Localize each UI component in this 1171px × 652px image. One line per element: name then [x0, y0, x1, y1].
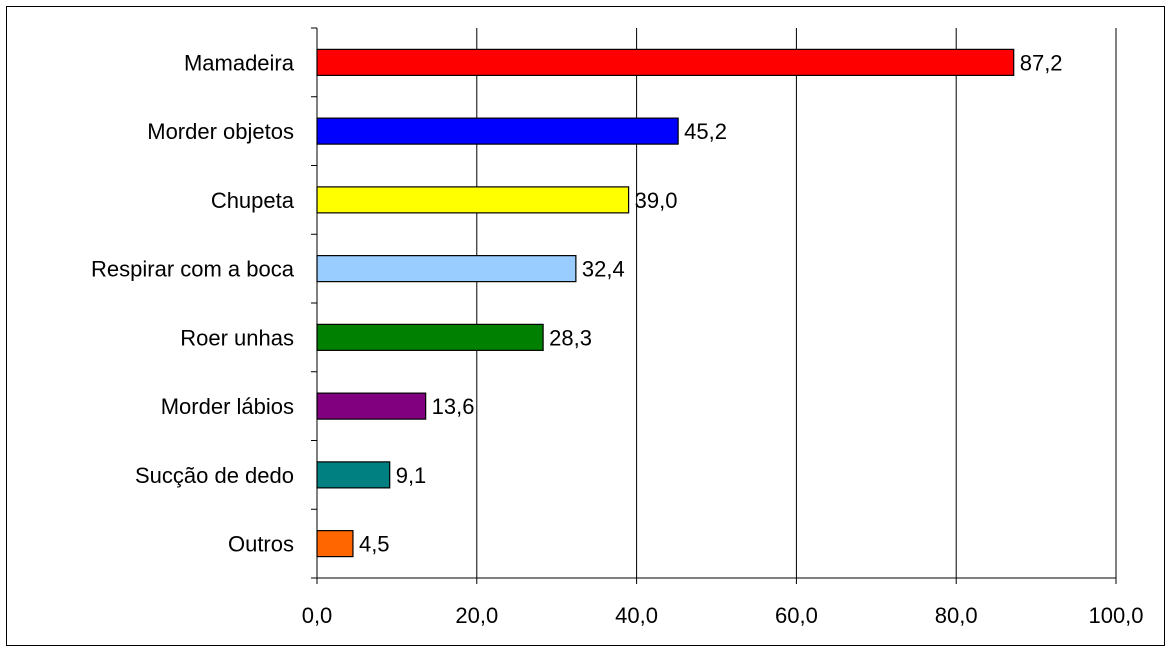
- value-label-1: 45,2: [684, 119, 727, 144]
- category-label-2: Chupeta: [211, 188, 295, 213]
- x-tick-label-2: 40,0: [615, 603, 658, 628]
- value-label-5: 13,6: [432, 394, 475, 419]
- chart-frame: [6, 6, 1165, 646]
- labels: 0,0 20,0 40,0 60,0 80,0 100,0 Mamadeira 87,2 Mor…: [91, 50, 1144, 628]
- value-label-2: 39,0: [635, 188, 678, 213]
- bar-1: [316, 117, 679, 145]
- category-label-6: Sucção de dedo: [135, 463, 294, 488]
- bar-7: [316, 530, 354, 558]
- bar-5: [316, 392, 427, 420]
- x-tick-label-3: 60,0: [775, 603, 818, 628]
- category-label-3: Respirar com a boca: [91, 257, 295, 282]
- x-tick-label-4: 80,0: [935, 603, 978, 628]
- value-label-0: 87,2: [1020, 50, 1063, 75]
- axes: [311, 27, 1117, 584]
- bar-0: [316, 48, 1015, 76]
- x-tick-label-0: 0,0: [302, 603, 333, 628]
- category-label-4: Roer unhas: [180, 325, 294, 350]
- x-tick-label-5: 100,0: [1088, 603, 1143, 628]
- bar-4: [316, 323, 544, 351]
- x-tick-label-1: 20,0: [455, 603, 498, 628]
- value-label-6: 9,1: [396, 463, 427, 488]
- value-label-7: 4,5: [359, 532, 390, 557]
- value-label-3: 32,4: [582, 257, 625, 282]
- category-label-0: Mamadeira: [184, 50, 295, 75]
- gridlines: [476, 28, 1117, 578]
- bar-3: [316, 255, 577, 283]
- category-label-5: Morder lábios: [161, 394, 294, 419]
- bar-2: [316, 186, 630, 214]
- value-label-4: 28,3: [549, 325, 592, 350]
- category-label-1: Morder objetos: [147, 119, 294, 144]
- bar-6: [316, 461, 391, 489]
- category-label-7: Outros: [228, 532, 294, 557]
